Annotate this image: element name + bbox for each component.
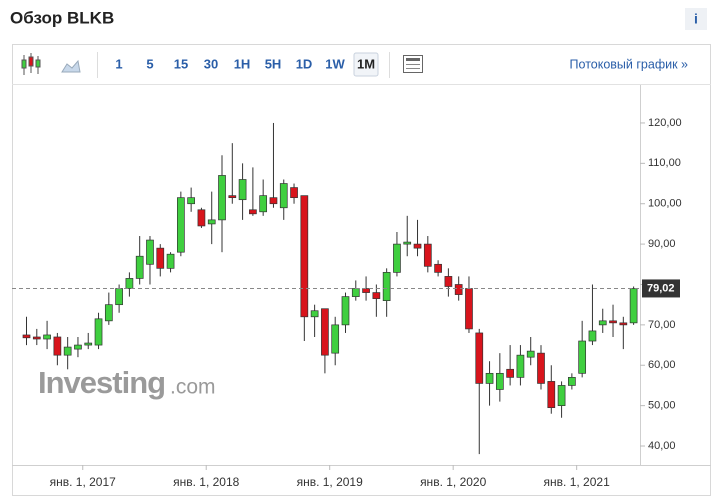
- candle-body: [32, 336, 41, 340]
- candle-body: [269, 197, 278, 205]
- candle-body: [125, 278, 134, 289]
- y-tick-label: 90,00: [648, 238, 676, 250]
- candle-body: [341, 296, 350, 326]
- candle-body: [321, 308, 329, 356]
- x-tick-label: янв. 1, 2018: [173, 475, 240, 489]
- candle-body: [115, 288, 123, 306]
- y-tick-label: 40,00: [648, 440, 676, 452]
- candle-body: [156, 247, 165, 269]
- chart-frame: [12, 44, 711, 496]
- candle-body: [177, 197, 185, 253]
- interval-button[interactable]: 1H: [234, 56, 251, 71]
- page-title: Обзор BLKB: [10, 8, 114, 27]
- candle-body: [259, 195, 268, 213]
- candle-body: [249, 209, 257, 215]
- x-tick-label: янв. 1, 2017: [50, 475, 117, 489]
- interval-active[interactable]: [353, 52, 379, 77]
- candle-body: [351, 288, 360, 297]
- candle-body: [578, 340, 587, 374]
- candle-body: [187, 197, 195, 205]
- candle-body: [495, 372, 504, 390]
- candle-body: [279, 183, 288, 209]
- interval-button[interactable]: 5: [146, 56, 153, 71]
- candle-body: [104, 304, 113, 322]
- interval-button[interactable]: 1W: [325, 56, 345, 71]
- layout-icon[interactable]: [403, 55, 423, 73]
- candle-body: [598, 320, 607, 326]
- candle-body: [300, 195, 309, 318]
- candle-body: [238, 179, 247, 201]
- candle-body: [444, 276, 453, 287]
- candle-body: [372, 292, 381, 299]
- candle-body: [557, 385, 566, 406]
- candles-icon[interactable]: [21, 53, 41, 75]
- candle-body: [135, 255, 144, 279]
- candle-body: [506, 368, 514, 378]
- candle-body: [166, 253, 175, 269]
- candle-body: [146, 239, 154, 265]
- candle-body: [434, 263, 442, 273]
- candle-body: [197, 209, 206, 227]
- stream-link[interactable]: Потоковый график »: [570, 57, 689, 71]
- candle-body: [609, 320, 617, 324]
- interval-button[interactable]: 1: [115, 56, 122, 71]
- candle-body: [526, 350, 535, 358]
- candle-body: [403, 241, 412, 245]
- candle-body: [413, 243, 422, 249]
- candle-body: [465, 288, 473, 330]
- x-tick-label: янв. 1, 2021: [544, 475, 611, 489]
- info-icon[interactable]: i: [694, 11, 698, 27]
- y-tick-label: 100,00: [648, 198, 682, 210]
- candle-body: [84, 342, 93, 346]
- candle-body: [475, 332, 484, 384]
- x-tick-label: янв. 1, 2019: [297, 475, 364, 489]
- candle-body: [218, 175, 226, 221]
- candle-body: [331, 324, 340, 354]
- candle-body: [454, 284, 463, 295]
- interval-button[interactable]: 1M: [357, 56, 375, 71]
- candle-body: [290, 187, 298, 199]
- candle-body: [310, 310, 319, 318]
- candle-body: [22, 334, 31, 339]
- candle-body: [588, 330, 597, 342]
- last-price-box: [642, 279, 680, 298]
- interval-button[interactable]: 15: [174, 56, 188, 71]
- candle-body: [362, 288, 370, 293]
- candle-body: [516, 354, 525, 378]
- candle-body: [485, 372, 494, 384]
- y-tick-label: 110,00: [648, 157, 681, 169]
- candle-body: [43, 334, 51, 340]
- candle-body: [619, 322, 628, 326]
- x-tick-label: янв. 1, 2020: [420, 475, 487, 489]
- candle-body: [393, 243, 401, 273]
- candle-body: [228, 195, 237, 199]
- interval-button[interactable]: 1D: [296, 56, 313, 71]
- candle-body: [382, 272, 391, 301]
- candle-body: [207, 219, 216, 225]
- y-tick-label: 70,00: [648, 319, 676, 331]
- y-tick-label: 50,00: [648, 400, 676, 412]
- candle-body: [94, 318, 103, 346]
- info-button[interactable]: [685, 8, 707, 30]
- candle-body: [423, 243, 432, 267]
- y-tick-label: 120,00: [648, 117, 682, 129]
- last-price-label: 79,02: [647, 282, 675, 294]
- candle-body: [53, 336, 62, 356]
- y-tick-label: 60,00: [648, 359, 676, 371]
- interval-button[interactable]: 30: [204, 56, 218, 71]
- candle-body: [547, 381, 556, 409]
- candle-body: [629, 288, 638, 324]
- watermark-suffix: .com: [170, 376, 216, 399]
- candle-body: [537, 352, 545, 384]
- interval-button[interactable]: 5H: [265, 56, 282, 71]
- candle-body: [568, 377, 576, 386]
- candle-body: [63, 346, 72, 356]
- area-icon[interactable]: [61, 59, 81, 73]
- watermark-brand: Investing: [38, 365, 165, 400]
- candle-body: [74, 344, 82, 350]
